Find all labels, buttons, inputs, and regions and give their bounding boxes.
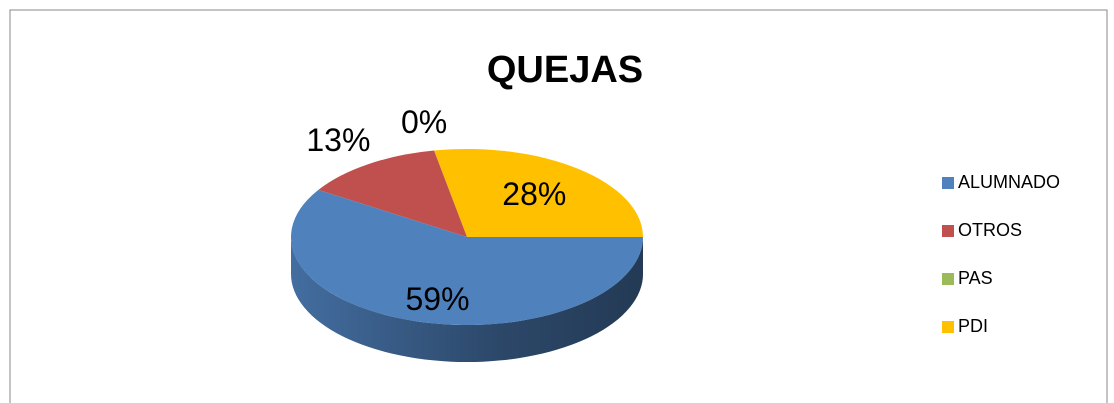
pie-slice xyxy=(318,150,467,237)
pie-side-shade xyxy=(291,237,643,362)
data-label: 13% xyxy=(306,122,370,158)
chart-title: QUEJAS xyxy=(487,49,643,91)
legend-label: ALUMNADO xyxy=(958,172,1060,192)
data-label: 0% xyxy=(401,104,447,140)
data-label: 59% xyxy=(406,281,470,317)
pie-slice xyxy=(291,189,643,325)
chart-frame xyxy=(9,9,1108,403)
legend-swatch xyxy=(942,225,954,237)
legend-swatch xyxy=(942,177,954,189)
legend-label: OTROS xyxy=(958,220,1022,240)
legend-swatch xyxy=(942,321,954,333)
legend-label: PDI xyxy=(958,316,988,336)
data-label: 28% xyxy=(502,176,566,212)
legend-label: PAS xyxy=(958,268,993,288)
pie-slice xyxy=(434,148,643,237)
legend-swatch xyxy=(942,273,954,285)
